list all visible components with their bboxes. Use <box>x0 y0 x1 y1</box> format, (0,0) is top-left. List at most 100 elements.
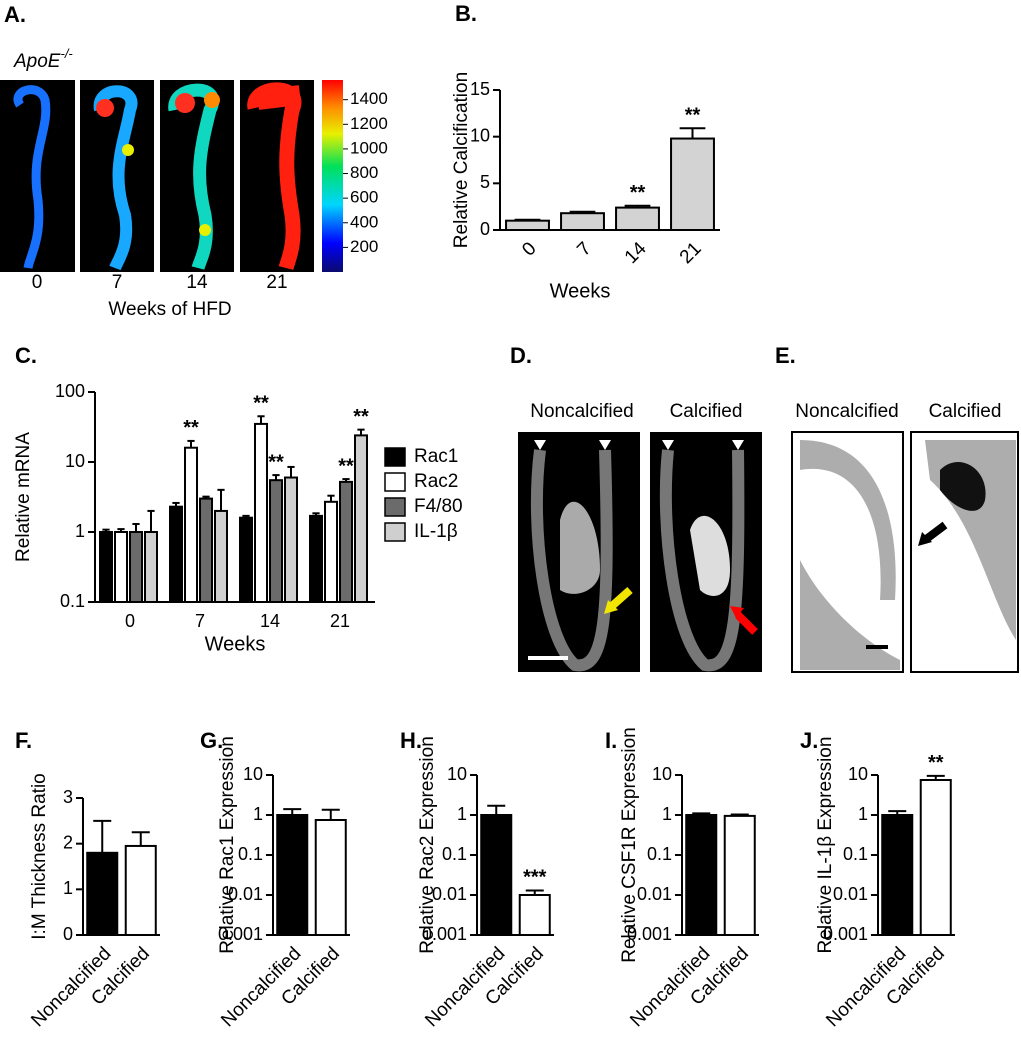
x-tick-label: 7 <box>573 238 595 260</box>
bar <box>239 516 253 604</box>
x-axis-label: Weeks of HFD <box>108 299 231 320</box>
x-tick-label: 14 <box>621 238 651 268</box>
y-axis-label: Relative mRNA <box>13 432 34 562</box>
y-tick-label: 100 <box>55 381 85 401</box>
y-tick-label: 0.01 <box>228 884 263 904</box>
legend-label: Rac1 <box>414 446 458 467</box>
bar <box>269 479 283 604</box>
y-tick-label: 0.1 <box>442 844 467 864</box>
genotype-name: ApoE <box>13 51 61 72</box>
y-tick-label: 0.001 <box>422 924 467 944</box>
bar <box>199 497 213 603</box>
x-axis-label: Weeks <box>550 280 611 302</box>
panel-label: F. <box>15 728 32 753</box>
x-tick-label: 0 <box>125 611 135 631</box>
colorbar-tick-label: 800 <box>350 163 378 182</box>
bar <box>324 500 338 603</box>
bar <box>354 434 368 604</box>
legend-label: F4/80 <box>414 496 463 517</box>
x-tick-label: 7 <box>195 611 205 631</box>
timepoint-label: 21 <box>266 272 287 293</box>
colorbar-tick-label: 200 <box>350 237 378 256</box>
bar <box>144 531 158 603</box>
legend-swatch <box>384 472 406 492</box>
image-label: Noncalcified <box>795 401 899 422</box>
legend-swatch <box>384 447 406 467</box>
y-tick-label: 0.1 <box>60 591 85 611</box>
significance-label: ** <box>338 455 354 477</box>
significance-label: ** <box>253 393 269 415</box>
timepoint-label: 7 <box>112 272 123 293</box>
y-tick-label: 10 <box>243 764 263 784</box>
legend-swatch <box>384 497 406 517</box>
y-tick-label: 0 <box>480 219 490 239</box>
image-label: Calcified <box>929 401 1002 422</box>
colorbar-tick-label: 600 <box>350 188 378 207</box>
colorbar-tick-label: 1400 <box>350 89 388 108</box>
significance-label: ** <box>268 451 284 473</box>
bar <box>685 814 718 936</box>
y-axis-label: I:M Thickness Ratio <box>29 773 50 939</box>
panel-label: E. <box>775 343 796 368</box>
panel-label: J. <box>800 728 818 753</box>
artery-images <box>0 80 314 272</box>
bar <box>560 212 605 231</box>
bar <box>184 446 198 603</box>
bar <box>339 480 353 603</box>
panel-label: B. <box>455 1 477 26</box>
y-tick-label: 3 <box>63 787 73 807</box>
panel-label: A. <box>4 2 26 27</box>
y-tick-label: 5 <box>480 172 490 192</box>
y-tick-label: 0.01 <box>432 884 467 904</box>
y-tick-label: 10 <box>65 451 85 471</box>
bar <box>723 814 756 936</box>
y-axis-label: Relative Rac2 Expression <box>417 736 438 954</box>
x-tick-label: 14 <box>260 611 280 631</box>
timepoint-label: 14 <box>186 272 208 293</box>
y-tick-label: 0.001 <box>218 924 263 944</box>
bar <box>615 206 660 232</box>
y-tick-label: 0.01 <box>833 884 868 904</box>
y-tick-label: 2 <box>63 832 73 852</box>
legend-label: Rac2 <box>414 471 458 492</box>
y-axis-label: Relative Rac1 Expression <box>217 736 238 954</box>
panel-label: I. <box>605 728 617 753</box>
y-tick-label: 0.001 <box>823 924 868 944</box>
y-tick-label: 1 <box>662 804 672 824</box>
y-tick-label: 1 <box>858 804 868 824</box>
significance-label: ** <box>630 182 646 204</box>
bar <box>99 531 113 603</box>
bar <box>518 894 551 936</box>
bar <box>919 778 952 937</box>
x-tick-label: 0 <box>518 238 540 260</box>
y-tick-label: 10 <box>447 764 467 784</box>
bar <box>169 505 183 603</box>
significance-label: ** <box>928 752 944 774</box>
y-tick-label: 0.01 <box>637 884 672 904</box>
genotype: ApoE-/- <box>13 46 73 72</box>
y-tick-label: 1 <box>253 804 263 824</box>
significance-label: ** <box>183 417 199 439</box>
bar <box>86 851 119 936</box>
y-tick-label: 10 <box>848 764 868 784</box>
image-label: Noncalcified <box>530 401 634 422</box>
y-tick-label: 0.1 <box>238 844 263 864</box>
bar <box>314 818 347 937</box>
y-axis-label: Relative Calcification <box>451 72 472 248</box>
genotype-superscript: -/- <box>60 46 73 61</box>
y-tick-label: 15 <box>470 79 490 99</box>
colorbar-tick-label: 1200 <box>350 114 388 133</box>
ct-images <box>518 432 762 672</box>
y-tick-label: 1 <box>457 804 467 824</box>
x-axis-label: Weeks <box>205 633 266 655</box>
y-tick-label: 0 <box>63 924 73 944</box>
bar <box>214 509 228 603</box>
panel-label: D. <box>510 343 532 368</box>
y-axis-label: Relative IL-1β Expression <box>815 737 836 954</box>
bar <box>881 814 914 936</box>
colorbar <box>322 80 343 272</box>
bar <box>254 422 268 603</box>
significance-label: *** <box>523 867 547 889</box>
